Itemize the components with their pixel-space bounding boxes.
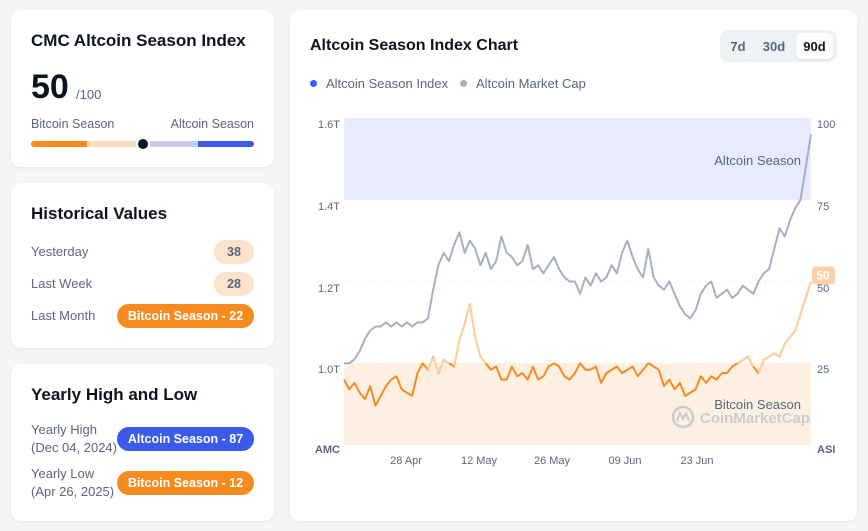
yearly-low-value: Bitcoin Season - 12 — [117, 471, 254, 495]
index-max: /100 — [76, 87, 102, 102]
left-tick-label: 1.0T — [318, 364, 340, 376]
legend-asi-dot — [310, 80, 317, 87]
left-tick-label: 1.2T — [318, 283, 340, 295]
altcoin-season-chart[interactable]: 1.6T 1.4T 1.2T 1.0T AMC 100 75 50 25 ASI… — [290, 50, 857, 520]
historical-yesterday-value: 38 — [214, 240, 254, 264]
range-7d-button[interactable]: 7d — [730, 38, 746, 54]
right-tick-label: 75 — [817, 201, 829, 213]
x-tick-label: 23 Jun — [680, 455, 713, 467]
index-value: 50 — [31, 68, 69, 106]
yearly-low-label: Yearly Low — [31, 466, 95, 481]
current-value-badge: 50 — [812, 266, 835, 285]
yearly-low-date: (Apr 26, 2025) — [31, 484, 115, 499]
altcoin-season-zone — [344, 118, 811, 200]
index-right-label: Altcoin Season — [170, 117, 254, 131]
left-tick-label: 1.4T — [318, 201, 340, 213]
historical-last-month-label: Last Month — [31, 308, 96, 323]
yearly-high-label: Yearly High — [31, 422, 98, 437]
coinmarketcap-logo-mark — [676, 410, 690, 422]
current-value-badge-bg — [812, 266, 835, 285]
historical-last-week-value: 28 — [214, 272, 254, 296]
chart-card: Altcoin Season Index Chart 7d 30d 90d Al… — [290, 10, 857, 521]
right-axis-label: ASI — [817, 444, 835, 456]
yearly-high-value: Altcoin Season - 87 — [117, 427, 254, 451]
historical-last-month-value: Bitcoin Season - 22 — [117, 304, 254, 328]
index-bar-altcoin — [198, 141, 254, 147]
index-bar — [31, 141, 254, 147]
bitcoin-season-zone-label: Bitcoin Season — [714, 397, 801, 412]
x-tick-label: 26 May — [534, 455, 571, 467]
legend-asi-label: Altcoin Season Index — [326, 76, 449, 91]
left-axis-label: AMC — [315, 444, 340, 456]
index-card: CMC Altcoin Season Index 50 /100 Bitcoin… — [11, 10, 274, 167]
yearly-high-date: (Dec 04, 2024) — [31, 440, 117, 455]
altcoin-market-cap-line — [344, 134, 812, 365]
range-30d-button[interactable]: 30d — [762, 38, 786, 54]
coinmarketcap-logo-icon — [671, 405, 695, 429]
left-tick-label: 1.6T — [318, 119, 340, 131]
yearly-title: Yearly High and Low — [31, 385, 198, 404]
historical-card: Historical Values Yesterday 38 Last Week… — [11, 183, 274, 348]
right-tick-label: 25 — [817, 364, 829, 376]
index-left-label: Bitcoin Season — [31, 117, 115, 131]
legend-amc-dot — [460, 80, 467, 87]
index-marker — [135, 137, 150, 151]
right-tick-label: 50 — [817, 283, 829, 295]
x-tick-label: 12 May — [461, 455, 498, 467]
legend-asi[interactable]: Altcoin Season Index — [310, 76, 448, 91]
chart-title: Altcoin Season Index Chart — [310, 37, 519, 54]
historical-yesterday-label: Yesterday — [31, 244, 89, 259]
bitcoin-season-zone — [344, 363, 811, 445]
historical-last-week-label: Last Week — [31, 276, 93, 291]
x-tick-label: 09 Jun — [608, 455, 641, 467]
altcoin-season-index-line — [343, 281, 812, 407]
historical-title: Historical Values — [31, 204, 168, 223]
altcoin-season-index-line-neutral — [427, 281, 812, 374]
current-value-badge-text: 50 — [816, 269, 830, 283]
index-bar-bitcoin — [31, 141, 87, 147]
yearly-card: Yearly High and Low Yearly High (Dec 04,… — [11, 364, 274, 521]
coinmarketcap-watermark: CoinMarketCap — [671, 405, 810, 429]
range-90d-button[interactable]: 90d — [796, 33, 833, 59]
x-tick-label: 28 Apr — [390, 455, 422, 467]
legend-amc-label: Altcoin Market Cap — [476, 76, 586, 91]
range-selector: 7d 30d 90d — [720, 30, 837, 62]
index-bar-bitcoin-light — [86, 141, 143, 147]
legend-amc[interactable]: Altcoin Market Cap — [460, 76, 586, 91]
coinmarketcap-watermark-text: CoinMarketCap — [700, 410, 810, 427]
right-tick-label: 100 — [817, 119, 835, 131]
index-card-title: CMC Altcoin Season Index — [31, 31, 246, 50]
index-bar-altcoin-light — [142, 141, 199, 147]
altcoin-season-zone-label: Altcoin Season — [714, 153, 801, 168]
